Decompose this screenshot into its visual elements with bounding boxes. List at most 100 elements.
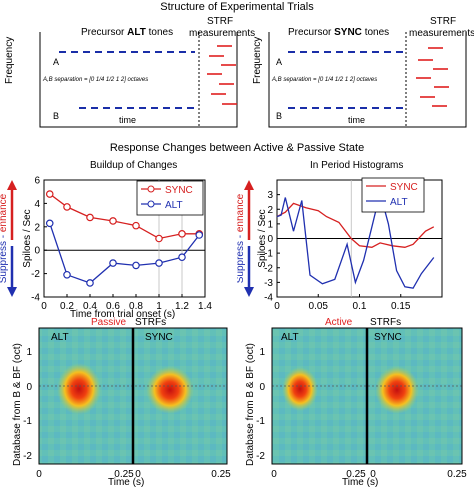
data-point-alt (155, 259, 163, 267)
enhance-arrowhead (244, 180, 254, 190)
legend-marker (147, 185, 155, 193)
strf-right-sync: SYNC (374, 332, 402, 343)
strf-x-ticks: 0 0.25 0 0.25 (36, 469, 231, 480)
plot-frame (43, 179, 206, 298)
top-title: Structure of Experimental Trials (160, 1, 314, 13)
strf-tone-marks (207, 45, 237, 105)
suppress-arrowhead (7, 287, 17, 297)
strf-right-alt: ALT (281, 332, 299, 343)
strf-hotspot (282, 367, 318, 411)
alt-trial-svg (39, 32, 238, 128)
alt-xlabel: time (119, 115, 137, 125)
x-tick-label: 1.2 (175, 301, 189, 312)
data-point-sync (155, 234, 163, 243)
sync-trial-title: Precursor SYNC tones (288, 27, 390, 38)
y-tick-label: 3 (267, 190, 273, 201)
tick-label: 0 (36, 469, 42, 480)
x-tick-label: 1.4 (198, 301, 212, 312)
y-tick-label: -1 (264, 249, 273, 260)
period-title: In Period Histograms (310, 160, 404, 171)
strf-left-alt: ALT (51, 332, 69, 343)
tick-label: -1 (256, 416, 265, 427)
x-tick-label: 0.1 (353, 301, 367, 312)
series-line-sync (49, 193, 200, 240)
data-point-alt (86, 279, 94, 287)
strf-left-sync: SYNC (145, 332, 173, 343)
strf-right-ylabel: Database from B & BF (oct) (245, 343, 256, 466)
legend-label: ALT (390, 197, 408, 208)
data-point-sync (132, 221, 140, 230)
tick-label: 0 (370, 469, 376, 480)
tick-label: 0 (271, 469, 277, 480)
data-point-sync (45, 190, 54, 198)
y-tick-label: 0 (267, 234, 273, 245)
alt-label-b: B (53, 111, 60, 121)
sync-xlabel: time (348, 115, 366, 125)
strf-y-ticks: 1 0 -1 -2 (23, 347, 32, 462)
sync-trial-svg (268, 32, 467, 128)
data-point-alt (132, 261, 140, 270)
side-label: Suppress - enhance (237, 193, 246, 283)
data-point-sync (86, 213, 94, 222)
strf-x-ticks: 0 0.25 0 0.25 (271, 469, 467, 480)
buildup-xlabel: Time from trial onset (s) (70, 309, 176, 320)
mid-title: Response Changes between Active & Passiv… (109, 142, 365, 154)
sync-measurements-label: measurements (409, 28, 474, 39)
alt-measurements-label: measurements (189, 28, 256, 39)
strf-hotspot (375, 366, 419, 414)
y-tick-label: 6 (34, 176, 40, 187)
alt-ylabel: Frequency (4, 36, 15, 84)
legend-box (361, 177, 425, 213)
y-tick-label: -2 (264, 263, 273, 274)
x-tick-label: 0.15 (391, 301, 411, 312)
x-tick-label: 0 (274, 301, 280, 312)
strf-hotspot (146, 366, 194, 414)
y-tick-label: -3 (264, 278, 273, 289)
strf-right-svg: 1 0 -1 -2 0 0.25 0 0.25 (256, 327, 467, 480)
side-label: Suppress - enhance (0, 193, 9, 283)
sync-trial-frame (268, 32, 467, 128)
x-tick-label: 1 (156, 301, 162, 312)
y-tick-label: -4 (31, 293, 40, 304)
tick-label: 0 (259, 382, 265, 393)
data-point-sync (109, 217, 117, 225)
strf-left-svg: 1 0 -1 -2 0 0.25 0 0.25 (23, 327, 231, 480)
series-line-sync (276, 202, 435, 248)
period-chart: Suppress - enhance Spiloes / Sec 3 2 1 0 -1 -2 -… (235, 172, 474, 320)
series-line-alt (49, 223, 200, 284)
sync-ylabel: Frequency (252, 36, 263, 84)
data-point-alt (63, 270, 71, 279)
tick-label: 0.25 (346, 469, 366, 480)
legend-label: ALT (165, 200, 183, 211)
data-point-alt (178, 253, 186, 262)
legend-box (136, 180, 204, 216)
tick-label: 0.25 (114, 469, 134, 480)
alt-label-a: A (53, 57, 60, 67)
y-tick-label: 1 (267, 219, 273, 230)
tick-label: 1 (259, 347, 265, 358)
sync-separation-text: A,B separation = [0 1/4 1/2 1 2] octaves (272, 77, 378, 83)
strf-hotspot (57, 363, 101, 415)
strf-tone-marks (416, 47, 449, 107)
enhance-arrowhead (7, 180, 17, 190)
y-axis-label: Spiloes / Sec (22, 209, 33, 267)
strf-frame (38, 327, 228, 465)
alt-separation-text: A,B separation = [0 1/4 1/2 1 2] octaves (43, 77, 149, 83)
data-point-alt (109, 259, 117, 267)
tick-label: -2 (256, 451, 265, 462)
data-point-alt (195, 231, 204, 239)
alt-strf-label: STRF (207, 16, 234, 27)
alt-trial-title: Precursor ALT tones (81, 27, 174, 38)
data-point-alt (45, 219, 54, 228)
x-tick-label: 0.4 (83, 301, 97, 312)
buildup-title: Buildup of Changes (90, 160, 178, 171)
strf-left-ylabel: Database from B & BF (oct) (12, 343, 23, 466)
strf-y-ticks: 1 0 -1 -2 (256, 347, 265, 462)
x-tick-label: 0.2 (60, 301, 74, 312)
y-tick-label: -2 (31, 269, 40, 280)
tick-label: 0 (135, 469, 141, 480)
data-point-sync (178, 230, 186, 238)
strf-left-xlabel: Time (s) (108, 477, 145, 488)
